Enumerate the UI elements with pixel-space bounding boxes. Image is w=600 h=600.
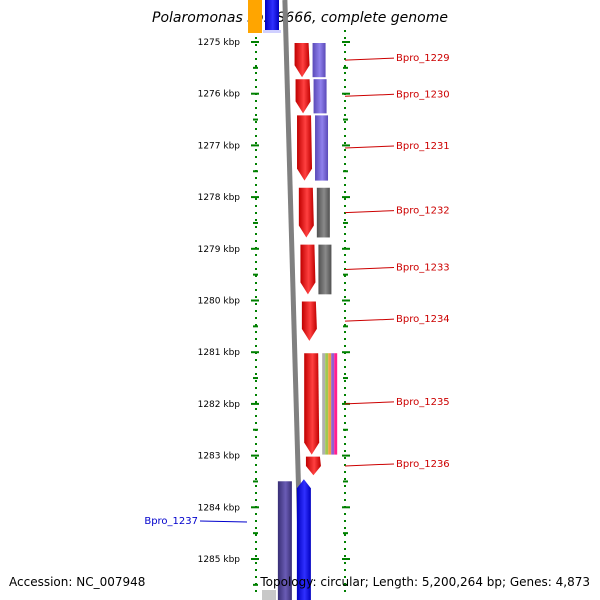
gene-label: Bpro_1237 [144,516,198,527]
gene-label: Bpro_1230 [396,89,450,100]
gene-label: Bpro_1235 [396,397,450,408]
gene-label: Bpro_1234 [396,314,450,325]
gene-label-leader [344,463,395,467]
tick-label: 1285 kbp [198,555,241,565]
tick-label: 1281 kbp [198,348,241,358]
tick-label: 1278 kbp [198,193,241,203]
cog-bar [318,244,332,295]
gene-label: Bpro_1231 [396,141,450,152]
tick-label: 1276 kbp [198,90,241,100]
gene-label-leader [344,318,395,322]
cog-bar [316,187,330,238]
gene-partial-blue-edge [263,30,281,33]
gene-label-leader [344,145,395,149]
gene-arrow-forward [298,187,314,238]
cog-bar [313,79,327,114]
gene-label: Bpro_1236 [396,459,450,470]
tick-label: 1283 kbp [198,452,241,462]
tick-label: 1275 kbp [198,38,241,48]
gene-label: Bpro_1233 [396,262,450,273]
gene-arrow-forward [295,79,311,114]
tick-label: 1279 kbp [198,245,241,255]
tick-label: 1280 kbp [198,297,241,307]
gene-partial-gray [262,590,276,600]
gene-label: Bpro_1232 [396,206,450,217]
gene-label-leader [344,266,395,270]
gene-arrow-reverse [296,479,311,600]
accession-text: Accession: NC_007948 [9,575,146,589]
cog-bar [315,115,329,181]
cog-bar-multi [328,353,332,455]
tick-label: 1282 kbp [198,400,241,410]
cog-bar [312,43,326,78]
gene-arrow-reverse-dark [277,481,292,600]
gene-partial-orange [248,0,262,33]
gene-label-leader [199,520,248,523]
cog-bar-multi [322,353,326,455]
cog-bar-multi [331,353,335,455]
genome-summary-text: Topology: circular; Length: 5,200,264 bp… [260,575,590,589]
gene-arrow-forward [305,456,321,476]
gene-label-leader [344,93,395,97]
cog-bar-multi [334,353,338,455]
gene-label-leader [344,401,395,405]
cog-bar-multi [325,353,329,455]
gene-arrow-forward [304,353,320,455]
gene-arrow-forward [294,43,310,78]
gene-arrow-forward [300,244,316,295]
map-title: Polaromonas sp. JS666, complete genome [152,10,448,26]
gene-label-leader [344,57,395,61]
gene-partial-blue [265,0,279,33]
gene-arrow-forward [297,115,313,181]
gene-label-leader [344,210,395,214]
gene-label: Bpro_1229 [396,53,450,64]
gene-arrow-forward [301,301,317,341]
tick-label: 1284 kbp [198,503,241,513]
tick-label: 1277 kbp [198,141,241,151]
